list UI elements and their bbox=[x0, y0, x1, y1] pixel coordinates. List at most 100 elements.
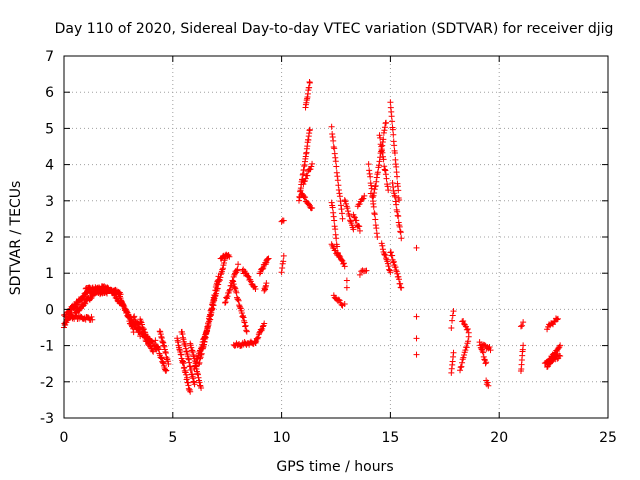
data-point bbox=[365, 161, 372, 168]
x-tick-label: 20 bbox=[490, 430, 508, 446]
data-point bbox=[449, 312, 456, 319]
data-point bbox=[82, 300, 89, 307]
data-point bbox=[344, 205, 351, 212]
data-point bbox=[191, 381, 198, 388]
y-tick-label: 5 bbox=[45, 121, 54, 137]
data-point bbox=[460, 354, 467, 361]
data-point bbox=[382, 120, 389, 127]
y-tick-label: 2 bbox=[45, 230, 54, 246]
data-point bbox=[254, 335, 261, 342]
data-points bbox=[61, 79, 564, 395]
data-point bbox=[345, 208, 352, 215]
data-point bbox=[219, 266, 226, 273]
data-point bbox=[486, 344, 493, 351]
data-point bbox=[338, 206, 345, 213]
data-point bbox=[329, 133, 336, 140]
data-point bbox=[384, 183, 391, 190]
data-point bbox=[398, 284, 405, 291]
data-point bbox=[335, 182, 342, 189]
data-point bbox=[557, 342, 564, 349]
data-point bbox=[237, 304, 244, 311]
data-point bbox=[200, 341, 207, 348]
data-point bbox=[135, 320, 142, 327]
data-point bbox=[341, 263, 348, 270]
data-point bbox=[373, 174, 380, 181]
data-point bbox=[88, 313, 95, 320]
data-point bbox=[388, 113, 395, 120]
data-point bbox=[306, 84, 313, 91]
data-point bbox=[372, 183, 379, 190]
data-point bbox=[369, 198, 376, 205]
data-point bbox=[351, 214, 358, 221]
data-point bbox=[339, 215, 346, 222]
data-point bbox=[393, 201, 400, 208]
data-point bbox=[484, 379, 491, 386]
data-point bbox=[337, 202, 344, 209]
data-point bbox=[155, 345, 162, 352]
data-point bbox=[235, 297, 242, 304]
data-point bbox=[482, 360, 489, 367]
data-point bbox=[398, 235, 405, 242]
data-point bbox=[196, 379, 203, 386]
data-point bbox=[390, 258, 397, 265]
data-point bbox=[373, 225, 380, 232]
data-point bbox=[197, 355, 204, 362]
data-point bbox=[554, 355, 561, 362]
data-point bbox=[242, 323, 249, 330]
data-point bbox=[356, 223, 363, 230]
data-point bbox=[356, 227, 363, 234]
y-tick-label: 4 bbox=[45, 158, 54, 174]
data-point bbox=[375, 162, 382, 169]
data-point bbox=[260, 265, 267, 272]
data-point bbox=[156, 328, 163, 335]
x-axis-label: GPS time / hours bbox=[276, 459, 393, 475]
data-point bbox=[461, 352, 468, 359]
data-point bbox=[148, 338, 155, 345]
data-point bbox=[347, 217, 354, 224]
data-point bbox=[331, 223, 338, 230]
data-point bbox=[381, 124, 388, 131]
data-point bbox=[200, 344, 207, 351]
data-point bbox=[214, 285, 221, 292]
data-point bbox=[381, 250, 388, 257]
data-point bbox=[243, 327, 250, 334]
data-point bbox=[226, 253, 233, 260]
data-point bbox=[377, 134, 384, 141]
data-point bbox=[220, 259, 227, 266]
data-point bbox=[350, 226, 357, 233]
data-point bbox=[517, 323, 524, 330]
data-point bbox=[390, 131, 397, 138]
data-point bbox=[383, 255, 390, 262]
data-point bbox=[330, 213, 337, 220]
data-point bbox=[329, 204, 336, 211]
data-point bbox=[381, 163, 388, 170]
data-point bbox=[187, 388, 194, 395]
data-point bbox=[333, 235, 340, 242]
data-point bbox=[159, 359, 166, 366]
data-point bbox=[380, 129, 387, 136]
data-point bbox=[219, 265, 226, 272]
data-point bbox=[360, 195, 367, 202]
data-point bbox=[279, 264, 286, 271]
data-point bbox=[389, 118, 396, 125]
data-point bbox=[189, 347, 196, 354]
data-point bbox=[373, 178, 380, 185]
data-point bbox=[457, 367, 464, 374]
data-point bbox=[158, 355, 165, 362]
data-point bbox=[394, 173, 401, 180]
data-point bbox=[204, 323, 211, 330]
data-point bbox=[222, 299, 229, 306]
data-point bbox=[339, 210, 346, 217]
data-point bbox=[464, 325, 471, 332]
data-point bbox=[217, 274, 224, 281]
data-point bbox=[196, 359, 203, 366]
data-point bbox=[230, 281, 237, 288]
data-point bbox=[367, 190, 374, 197]
data-point bbox=[217, 271, 224, 278]
data-point bbox=[480, 353, 487, 360]
data-point bbox=[192, 363, 199, 370]
data-point bbox=[201, 334, 208, 341]
data-point bbox=[233, 289, 240, 296]
data-point bbox=[450, 308, 457, 315]
data-point bbox=[332, 154, 339, 161]
